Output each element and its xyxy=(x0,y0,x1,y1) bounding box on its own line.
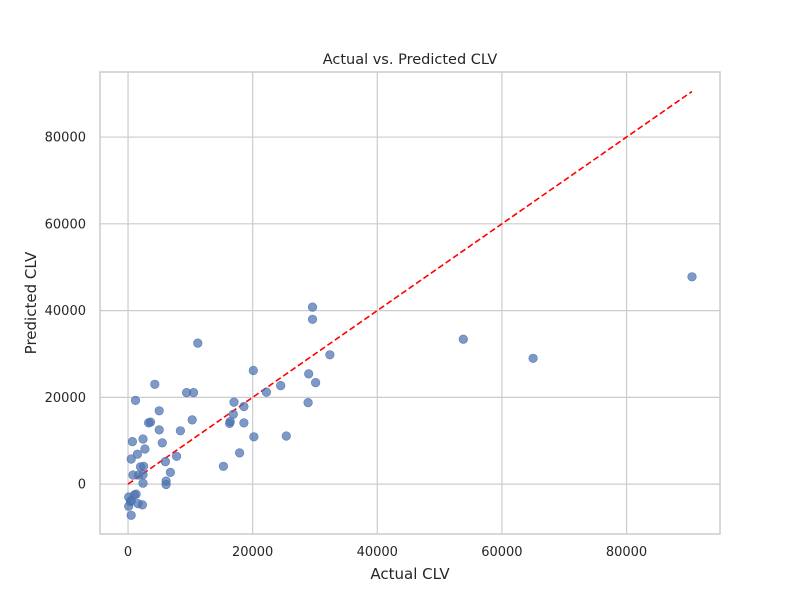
data-point xyxy=(135,462,146,472)
data-point xyxy=(126,510,136,520)
data-point xyxy=(307,302,318,312)
data-point xyxy=(261,387,272,397)
data-point xyxy=(249,432,259,442)
data-point xyxy=(235,448,245,458)
data-point xyxy=(281,431,291,441)
data-point xyxy=(248,365,258,376)
plot-area xyxy=(100,72,720,534)
data-point xyxy=(160,457,170,467)
y-tick-label: 0 xyxy=(78,478,86,493)
data-points xyxy=(124,272,697,520)
data-point xyxy=(144,418,154,428)
y-tick-label: 40000 xyxy=(45,304,86,319)
data-point xyxy=(182,388,192,398)
y-tick-labels: 0 20000 40000 60000 80000 xyxy=(45,131,86,493)
x-tick-label: 60000 xyxy=(481,545,522,560)
data-point xyxy=(687,272,697,282)
data-point xyxy=(127,437,137,447)
data-point xyxy=(132,449,142,459)
data-point xyxy=(304,369,314,379)
data-point xyxy=(528,353,538,363)
x-tick-label: 40000 xyxy=(357,545,398,560)
data-point xyxy=(172,451,182,461)
data-point xyxy=(140,444,150,454)
data-point xyxy=(187,415,197,425)
data-point xyxy=(239,401,249,412)
x-tick-label: 20000 xyxy=(232,545,273,560)
y-tick-label: 80000 xyxy=(45,131,86,146)
reference-line-group xyxy=(127,90,693,485)
data-point xyxy=(307,314,318,324)
data-point xyxy=(124,501,134,511)
data-point xyxy=(239,418,249,428)
data-point xyxy=(157,438,167,448)
data-point xyxy=(161,479,171,490)
plot-frame xyxy=(99,71,721,535)
y-tick-label: 60000 xyxy=(45,217,86,232)
data-point xyxy=(311,378,321,388)
data-point xyxy=(229,397,239,407)
data-point xyxy=(154,425,164,435)
data-point xyxy=(150,379,160,389)
data-point xyxy=(165,467,175,478)
data-point xyxy=(175,426,185,436)
data-point xyxy=(138,434,148,444)
y-tick-label: 20000 xyxy=(45,391,86,406)
data-point xyxy=(458,334,468,344)
data-point xyxy=(130,395,141,406)
x-axis-label: Actual CLV xyxy=(370,565,450,583)
x-tick-labels: 0 20000 40000 60000 80000 xyxy=(124,545,647,560)
data-point xyxy=(225,418,235,429)
data-point xyxy=(303,398,313,408)
x-tick-label: 80000 xyxy=(606,545,647,560)
data-point xyxy=(218,461,228,471)
data-point xyxy=(276,381,286,391)
data-point xyxy=(128,470,138,480)
chart-title: Actual vs. Predicted CLV xyxy=(323,52,498,68)
data-point xyxy=(124,492,134,502)
data-point xyxy=(126,454,136,464)
data-point xyxy=(325,350,335,360)
data-point xyxy=(193,338,203,348)
x-tick-label: 0 xyxy=(124,545,132,560)
data-point xyxy=(138,478,148,488)
reference-line xyxy=(127,90,693,485)
y-axis-label: Predicted CLV xyxy=(22,251,40,354)
data-point xyxy=(154,406,164,416)
gridlines xyxy=(100,72,720,534)
